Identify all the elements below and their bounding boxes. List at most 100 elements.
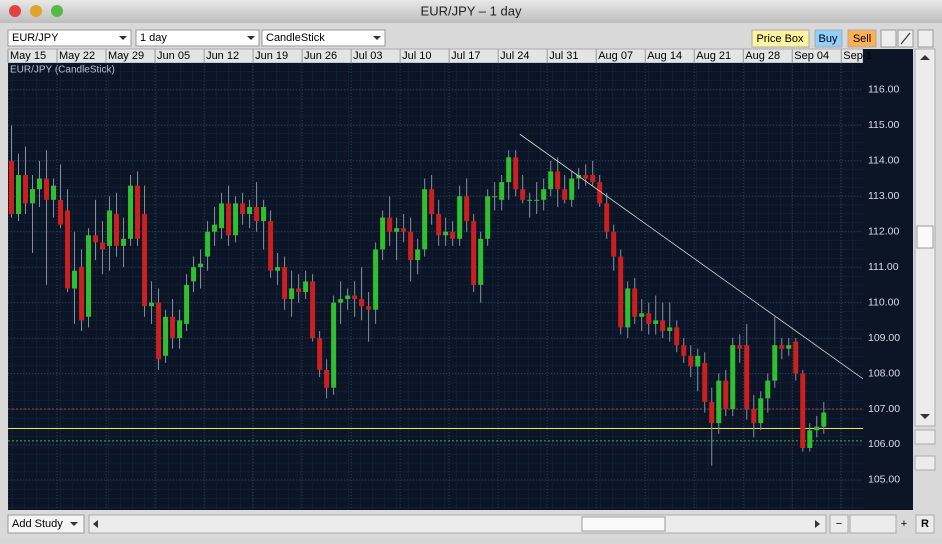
sell-button[interactable] — [847, 29, 877, 48]
h-scroll-thumb[interactable] — [581, 516, 666, 532]
scroll-up[interactable] — [920, 55, 930, 60]
zoom-button[interactable] — [51, 5, 63, 17]
candle-body — [345, 295, 351, 300]
x-tick-label: Jul 17 — [451, 50, 480, 62]
candle-body — [541, 189, 547, 200]
zoom-out-button[interactable] — [829, 514, 849, 534]
y-tick-label: 107.00 — [868, 403, 900, 415]
candle-body — [37, 178, 43, 190]
reset-button[interactable] — [915, 514, 935, 534]
candle-body — [786, 345, 792, 349]
candle-body — [212, 224, 218, 232]
price-box-button[interactable] — [751, 29, 810, 48]
candle-body — [401, 228, 407, 232]
x-tick-label: Aug 07 — [598, 50, 633, 62]
candle-body — [79, 267, 85, 321]
candle-body — [492, 196, 498, 198]
candle-body — [814, 426, 820, 431]
minor-grid — [8, 63, 863, 510]
candle-body — [562, 189, 568, 200]
candle-body — [653, 320, 659, 324]
price-box-label: Price Box — [756, 33, 804, 45]
candle-body — [772, 345, 778, 381]
candle-body — [303, 281, 309, 292]
candle-body — [100, 242, 106, 250]
candle-body — [289, 288, 295, 300]
candle-body — [695, 355, 701, 367]
candle-body — [331, 302, 337, 388]
candle-body — [618, 256, 624, 328]
x-tick-label: Jun 26 — [304, 50, 337, 62]
x-tick-label: Jul 24 — [500, 50, 529, 62]
period-text: 1 day — [140, 32, 167, 44]
scroll-left[interactable] — [93, 520, 98, 528]
candle-body — [198, 263, 204, 268]
y-tick-label: 115.00 — [868, 119, 899, 131]
x-tick-label: Jun 05 — [157, 50, 190, 62]
candle-body — [450, 231, 456, 239]
y-tick-label: 114.00 — [868, 155, 899, 167]
candle-body — [58, 199, 64, 225]
candle-body — [156, 302, 162, 360]
window-button[interactable] — [917, 29, 934, 48]
candle-body — [93, 235, 99, 243]
v-scroll-thumb[interactable] — [916, 225, 934, 249]
candle-body — [569, 178, 575, 200]
candle-body — [268, 221, 274, 271]
add-study-label: Add Study — [12, 518, 63, 530]
tool-button[interactable] — [880, 29, 897, 48]
candle-body — [604, 203, 610, 232]
candle-body — [408, 231, 414, 261]
candle-body — [72, 270, 78, 289]
style-select[interactable] — [261, 29, 386, 47]
candle-body — [422, 189, 428, 250]
buy-button[interactable] — [814, 29, 843, 48]
y-tick-label: 106.00 — [868, 438, 900, 450]
minimize-button[interactable] — [30, 5, 42, 17]
zoom-slider[interactable] — [849, 514, 897, 534]
symbol-select[interactable] — [7, 29, 132, 47]
candle-body — [758, 398, 764, 424]
candle-body — [135, 185, 141, 239]
add-study-select[interactable] — [7, 514, 85, 534]
dropdown-arrow — [70, 522, 78, 526]
v-zoom-out[interactable] — [914, 455, 936, 471]
scroll-right[interactable] — [815, 520, 820, 528]
candle-body — [625, 288, 631, 328]
candle-body — [688, 355, 694, 367]
candle-body — [597, 182, 603, 204]
candle-body — [513, 157, 519, 190]
candle-body — [142, 214, 148, 307]
candle-body — [527, 199, 533, 201]
v-zoom-in[interactable] — [914, 429, 936, 445]
x-tick-label: Jul 31 — [549, 50, 578, 62]
candle-body — [380, 217, 386, 250]
candle-body — [261, 206, 267, 222]
h-scrollbar[interactable] — [88, 514, 827, 534]
candle-body — [366, 306, 372, 310]
candle-body — [443, 231, 449, 236]
candle-body — [709, 401, 715, 424]
price-axis — [863, 49, 913, 510]
candle-body — [191, 267, 197, 282]
candle-body — [730, 345, 736, 409]
candle-body — [51, 185, 57, 200]
candle-body — [793, 341, 799, 374]
chart-label: EUR/JPY (CandleStick) — [10, 65, 115, 76]
candle-body — [86, 235, 92, 317]
trend-line — [519, 133, 863, 380]
close-button[interactable] — [9, 5, 21, 17]
candle-body — [275, 267, 281, 271]
scroll-down[interactable] — [920, 414, 930, 419]
candle-body — [352, 295, 358, 300]
y-tick-label: 111.00 — [868, 261, 899, 273]
dropdown-arrow — [373, 36, 381, 40]
candle-body — [660, 320, 666, 331]
y-tick-label: 110.00 — [868, 296, 899, 308]
candle-body — [65, 210, 71, 289]
y-tick-label: 113.00 — [868, 190, 899, 202]
candle-body — [233, 203, 239, 236]
period-select[interactable] — [135, 29, 260, 47]
x-tick-label: Aug 14 — [647, 50, 682, 62]
